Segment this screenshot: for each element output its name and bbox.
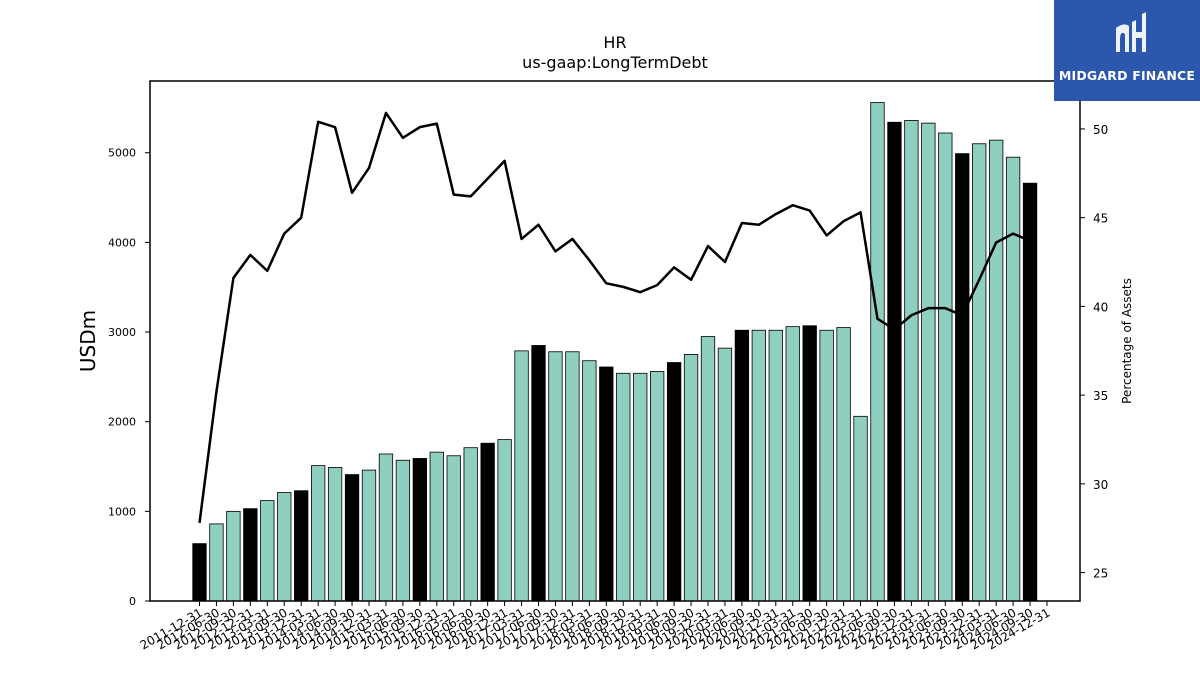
chart-subtitle: us-gaap:LongTermDebt (522, 53, 708, 72)
bar-2015-03-31 (412, 458, 428, 602)
bar-2022-09-30 (921, 122, 936, 602)
bar-2015-09-30 (446, 455, 461, 602)
bar-2020-06-30 (768, 329, 783, 602)
chart-title: HR (603, 33, 626, 52)
bar-2014-03-31 (344, 474, 360, 602)
bar-2020-03-31 (751, 329, 766, 602)
y-axis-label-right: Percentage of Assets (1120, 278, 1134, 404)
y-axis-label-left: USDm (76, 310, 100, 372)
bar-2019-06-30 (700, 336, 716, 602)
bar-2011-12-31 (192, 543, 207, 602)
bar-2012-06-30 (226, 510, 241, 602)
bar-2018-12-31 (666, 362, 682, 602)
brand-logo: MIDGARD FINANCE (1054, 0, 1200, 101)
y-tick-label-right: 30 (1093, 478, 1108, 492)
bar-2014-09-30 (378, 453, 394, 602)
bar-2012-12-31 (260, 500, 275, 602)
bar-2017-12-31 (599, 366, 614, 602)
bar-2021-06-30 (836, 327, 851, 602)
y-tick-label-left: 5000 (108, 147, 136, 160)
line-layer (198, 111, 1031, 524)
bar-2017-03-31 (548, 351, 563, 602)
plot-frame (149, 80, 1081, 602)
y-tick-label-right: 25 (1093, 567, 1108, 581)
bar-2016-03-31 (480, 442, 495, 602)
y-axis-right: 25 30 35 40 45 50 (1080, 123, 1108, 581)
bar-2016-09-30 (514, 350, 529, 602)
bar-2013-06-30 (294, 490, 309, 602)
bar-2021-12-31 (870, 102, 885, 602)
bar-2022-06-30 (904, 120, 919, 602)
bar-2021-09-30 (853, 415, 868, 602)
bar-2020-09-30 (785, 326, 800, 602)
x-axis: 2011-12-312012-06-302012-09-302012-12-31… (138, 601, 1053, 652)
y-tick-label-left: 1000 (108, 505, 136, 518)
bar-2016-06-30 (497, 439, 512, 602)
bar-2019-03-31 (683, 354, 699, 602)
bar-2013-03-31 (277, 492, 292, 602)
y-tick-label-left: 4000 (108, 236, 136, 249)
bar-2023-12-31 (1005, 156, 1021, 602)
bar-2017-06-30 (565, 351, 580, 602)
bar-2017-09-30 (582, 360, 597, 602)
bar-2015-12-31 (463, 447, 478, 602)
bar-2019-12-31 (734, 329, 750, 602)
bar-2018-09-30 (650, 371, 665, 602)
bar-2023-03-31 (955, 153, 970, 602)
y-tick-label-right: 50 (1093, 123, 1108, 137)
bar-2020-12-31 (802, 325, 817, 602)
bar-2021-03-31 (819, 329, 834, 602)
bar-2012-09-30 (243, 508, 258, 602)
midgard-logo-icon (1116, 12, 1146, 52)
y-tick-label-left: 0 (129, 595, 136, 608)
bar-2014-06-30 (361, 469, 377, 602)
bar-2019-09-30 (717, 347, 733, 602)
bar-2024-03-31 (1022, 182, 1038, 602)
bar-2015-06-30 (429, 451, 444, 602)
bar-2022-03-31 (887, 121, 902, 602)
bar-2014-12-31 (395, 459, 411, 602)
y-axis-left: 0 1000 2000 3000 4000 5000 (108, 147, 150, 608)
bars-layer (192, 102, 1038, 602)
bar-2022-12-31 (938, 132, 953, 602)
bar-2023-09-30 (989, 139, 1004, 602)
y-tick-label-right: 45 (1093, 212, 1108, 226)
y-tick-label-left: 3000 (108, 326, 136, 339)
y-tick-label-left: 2000 (108, 416, 136, 429)
bar-2013-09-30 (310, 465, 326, 602)
brand-logo-text: MIDGARD FINANCE (1058, 68, 1196, 83)
bar-2023-06-30 (972, 143, 987, 602)
bar-2013-12-31 (327, 467, 343, 602)
bar-2016-12-31 (531, 345, 546, 602)
percentage-of-assets-line (198, 111, 1031, 524)
y-tick-label-right: 40 (1093, 300, 1108, 314)
bar-2018-03-31 (616, 372, 631, 602)
y-tick-label-right: 35 (1093, 389, 1108, 403)
bar-2018-06-30 (633, 372, 648, 602)
bar-2012-03-31 (209, 523, 224, 602)
